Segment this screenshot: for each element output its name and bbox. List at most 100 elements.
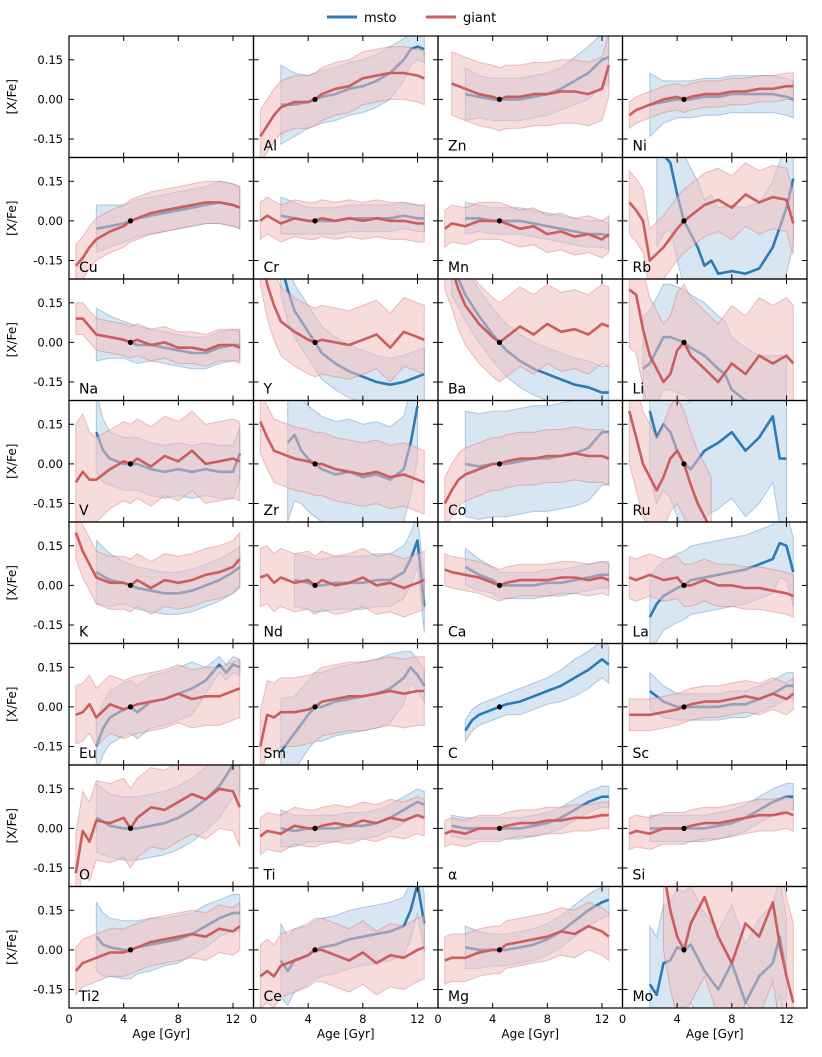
plot-area xyxy=(75,302,241,370)
panel-Mo: Mo 0 4 8 12 Age [Gyr] xyxy=(619,885,808,1041)
y-tick-label: 0.00 xyxy=(37,578,63,592)
giant-line xyxy=(259,946,425,978)
y-tick-label: 0.00 xyxy=(37,700,63,714)
panel-label: Mg xyxy=(448,989,469,1005)
y-axis-label: [X/Fe] xyxy=(5,687,19,722)
giant-line xyxy=(628,573,794,598)
x-tick-label: 4 xyxy=(120,1012,127,1026)
anchor-point xyxy=(681,339,687,345)
giant-band xyxy=(628,553,794,618)
plot-area xyxy=(444,785,610,848)
anchor-point xyxy=(496,704,503,710)
panel-Mg: Mg 0 4 8 12 Age [Gyr] xyxy=(434,885,624,1041)
y-axis-label: [X/Fe] xyxy=(5,201,19,236)
x-axis-label: Age [Gyr] xyxy=(501,1027,559,1041)
x-tick-label: 0 xyxy=(65,1012,72,1026)
anchor-point xyxy=(681,582,687,588)
panel-Mn: Mn xyxy=(437,156,624,280)
anchor-point xyxy=(496,339,503,345)
giant-line xyxy=(628,84,794,117)
panel-label: O xyxy=(79,868,90,884)
panel-α: α xyxy=(437,764,624,888)
anchor-point xyxy=(681,825,687,831)
anchor-point xyxy=(127,825,134,831)
anchor-point xyxy=(312,218,318,224)
panel-label: Li xyxy=(633,382,645,398)
panel-frame xyxy=(68,35,255,159)
panel-label: Sc xyxy=(633,746,650,762)
panel-label: K xyxy=(79,625,89,641)
panel-Sc: Sc xyxy=(621,642,808,766)
panel-Al: Al xyxy=(252,35,439,159)
anchor-point xyxy=(312,825,318,831)
giant-band xyxy=(444,552,610,602)
x-tick-label: 12 xyxy=(779,1012,794,1026)
y-tick-label: 0.15 xyxy=(37,417,63,431)
plot-area xyxy=(74,893,241,997)
x-axis-label: Age [Gyr] xyxy=(132,1027,190,1041)
giant-line xyxy=(628,410,709,522)
plot-area xyxy=(259,196,425,243)
anchor-point xyxy=(496,96,503,102)
plot-area xyxy=(648,886,795,1008)
anchor-point xyxy=(127,339,134,345)
giant-line xyxy=(444,568,610,587)
giant-line xyxy=(444,924,610,962)
panel-Zr: Zr xyxy=(252,399,439,523)
anchor-point xyxy=(127,704,134,710)
giant-band xyxy=(444,426,610,522)
anchor-point xyxy=(496,461,503,467)
plot-area xyxy=(628,400,787,522)
panel-Na: Na -0.15 0.00 0.15 [X/Fe] xyxy=(5,278,255,402)
plot-area xyxy=(259,279,425,401)
y-axis-label: [X/Fe] xyxy=(5,565,19,600)
giant-line xyxy=(259,421,425,484)
x-tick-label: 8 xyxy=(359,1012,366,1026)
y-tick-label: -0.15 xyxy=(33,861,63,875)
panel-label: Ni xyxy=(633,139,647,155)
giant-band xyxy=(75,410,241,522)
giant-line xyxy=(628,811,794,836)
giant-line xyxy=(264,279,425,350)
x-tick-label: 12 xyxy=(595,1012,610,1026)
panel-label: Co xyxy=(448,503,466,519)
panel-Eu: Eu -0.15 0.00 0.15 [X/Fe] xyxy=(5,642,255,766)
plot-area xyxy=(74,400,242,522)
anchor-point xyxy=(312,96,318,102)
x-tick-label: 8 xyxy=(728,1012,735,1026)
giant-band xyxy=(75,180,241,279)
anchor-point xyxy=(496,218,503,224)
panel-label: Ba xyxy=(448,382,466,398)
plot-area xyxy=(259,36,425,158)
plot-area xyxy=(628,279,795,401)
panel-O: O -0.15 0.00 0.15 [X/Fe] xyxy=(5,764,255,888)
panel-empty: -0.15 0.00 0.15 [X/Fe] xyxy=(5,35,255,159)
y-axis-label: [X/Fe] xyxy=(5,808,19,843)
x-tick-label: 0 xyxy=(250,1012,257,1026)
panel-frame xyxy=(621,885,808,1009)
giant-line xyxy=(74,449,241,484)
y-tick-label: 0.00 xyxy=(37,943,63,957)
giant-line xyxy=(259,573,425,590)
anchor-point xyxy=(127,218,134,224)
panel-Ni: Ni xyxy=(621,35,808,159)
panel-label: La xyxy=(633,625,649,641)
panel-Co: Co xyxy=(437,399,624,523)
plot-area xyxy=(444,547,610,602)
anchor-point xyxy=(496,947,503,953)
plot-area xyxy=(628,157,795,279)
anchor-point xyxy=(681,947,687,953)
giant-band xyxy=(75,765,241,887)
giant-line xyxy=(74,532,241,590)
giant-band xyxy=(75,901,241,997)
panel-label: Ti xyxy=(263,868,276,884)
panel-Cu: Cu -0.15 0.00 0.15 [X/Fe] xyxy=(5,156,255,280)
plot-area xyxy=(259,886,426,1008)
x-tick-label: 12 xyxy=(226,1012,241,1026)
plot-area xyxy=(74,180,241,279)
anchor-point xyxy=(681,461,687,467)
x-tick-label: 4 xyxy=(674,1012,681,1026)
giant-band xyxy=(259,914,425,1008)
giant-band xyxy=(259,400,425,515)
x-tick-label: 0 xyxy=(619,1012,626,1026)
